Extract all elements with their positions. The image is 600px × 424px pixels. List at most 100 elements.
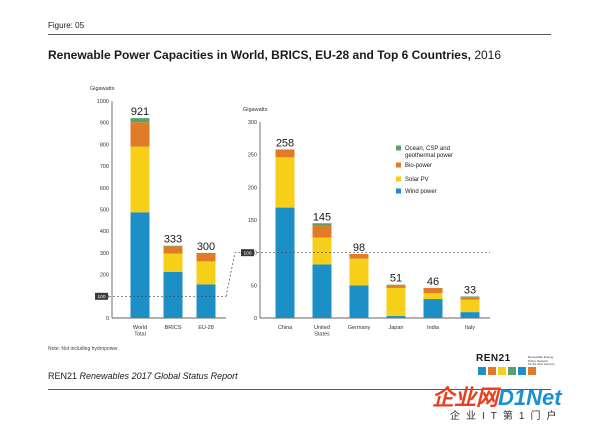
y-tick-label: 200 [100,273,109,279]
y-tick-label: 50 [251,283,257,289]
y-tick-label: 0 [254,316,257,322]
bar-segment [460,296,480,298]
figure-label: Figure: 05 [48,21,85,30]
bar-segment [312,223,332,226]
x-tick-label: Italy [465,325,475,331]
logo-tagline: Renewable Energy Policy Network for the … [528,355,578,367]
bar-segment [423,293,443,300]
y-tick-label: 700 [100,164,109,170]
bar-segment [312,237,332,265]
reference-badge [95,292,108,300]
bar-segment [196,284,216,318]
x-tick-label: Total [134,332,146,338]
watermark-net: D1Net [498,385,562,410]
data-label: 51 [390,273,402,285]
y-tick-label: 150 [248,218,257,224]
bar-segment [130,212,150,318]
y-tick-label: 900 [100,121,109,127]
y-tick-label: 250 [248,153,257,159]
bar-segment [312,225,332,238]
footer-org: REN21 [48,371,78,381]
bar-segment [312,264,332,318]
bar-segment [386,316,406,318]
y-tick-label: 1000 [97,99,109,105]
chart-title-main: Renewable Power Capacities in World, BRI… [48,48,471,62]
top-divider [48,34,551,35]
legend-label: Wind power [405,189,437,195]
data-label: 98 [353,242,365,254]
legend-label: Solar PV [405,177,429,183]
bar-segment [163,246,183,254]
connector-line [225,252,241,297]
left-chart: Gigawatts 0 100 200 300 400 500 600 700 800 900 100… [90,86,226,338]
y-axis-label: Gigawatts [243,107,268,113]
watermark-subtitle: 企业IT第1门户 [450,411,563,422]
logo-tagline-line: for the 21st Century [528,362,555,366]
y-tick-label: 200 [248,185,257,191]
y-tick-label: 600 [100,186,109,192]
logo-name: REN21 [476,353,511,364]
bar-segment [460,297,480,300]
bar-segment [423,287,443,294]
bar-segment [423,299,443,318]
bottom-divider [48,389,551,390]
bar-segment [349,285,369,318]
x-tick-label: India [427,325,440,331]
bar-segment [196,261,216,285]
bar-segment [130,146,150,213]
reference-badge [241,249,254,257]
data-label: 145 [313,211,331,223]
y-tick-label: 400 [100,229,109,235]
y-tick-label: 0 [106,316,109,322]
watermark-main: 企业网 [432,385,499,410]
chart-legend: Ocean, CSP and geothermal power Bio-power S… [396,145,453,195]
footer-publication: Renewables 2017 Global Status Report [79,371,238,381]
bar-segment [386,285,406,288]
chart-note: Note: Not including hydropower. [48,346,119,352]
legend-swatch [396,162,401,168]
x-tick-label: EU-28 [198,325,214,331]
logo-tagline-line: Renewable Energy [528,355,554,359]
footer-citation: REN21 Renewables 2017 Global Status Repo… [48,371,238,381]
y-tick-label: 300 [248,120,257,126]
logo-tagline-line: Policy Network [528,358,548,363]
x-tick-label: BRICS [165,325,182,331]
legend-label: Bio-power [405,163,432,169]
bar-segment [460,312,480,318]
reference-connector [225,252,241,297]
bar-segment [275,157,295,208]
bar-segment [196,253,216,262]
bar-segment [163,245,183,247]
y-tick-label: 300 [100,251,109,257]
reference-label: 100 [243,250,251,256]
legend-label-line: geothermal power [405,153,453,159]
legend-label-line: Ocean, CSP and [405,146,450,152]
data-label: 33 [464,284,476,296]
legend-swatch [396,176,401,182]
legend-label: Ocean, CSP and geothermal power [405,146,453,159]
chart-title-year: 2016 [474,48,502,62]
x-tick-label: Japan [389,325,404,331]
legend-swatch [396,188,401,194]
bar-segment [163,271,183,318]
bar-segment [349,258,369,286]
bar-segment [275,149,295,158]
bar-segment [349,253,369,259]
x-tick-label: United [314,325,330,331]
right-chart: Gigawatts 0 50 100 150 200 250 300 258 China 145 Un… [241,107,490,338]
x-tick-label: World [133,325,147,331]
data-label: 333 [164,234,182,246]
data-label: 921 [131,106,149,118]
bar-segment [130,118,150,123]
ren21-logo: REN21 Renewable Energy Policy Network fo… [476,353,578,375]
watermark-logo: 企业网D1Net [432,380,562,412]
y-tick-label: 500 [100,208,109,214]
reference-label: 100 [97,294,105,300]
legend-swatch [396,145,401,151]
bar-segment [386,284,406,286]
x-tick-label: China [278,325,293,331]
x-tick-label: Germany [348,325,371,331]
data-label: 46 [427,276,439,288]
bar-segment [163,253,183,272]
